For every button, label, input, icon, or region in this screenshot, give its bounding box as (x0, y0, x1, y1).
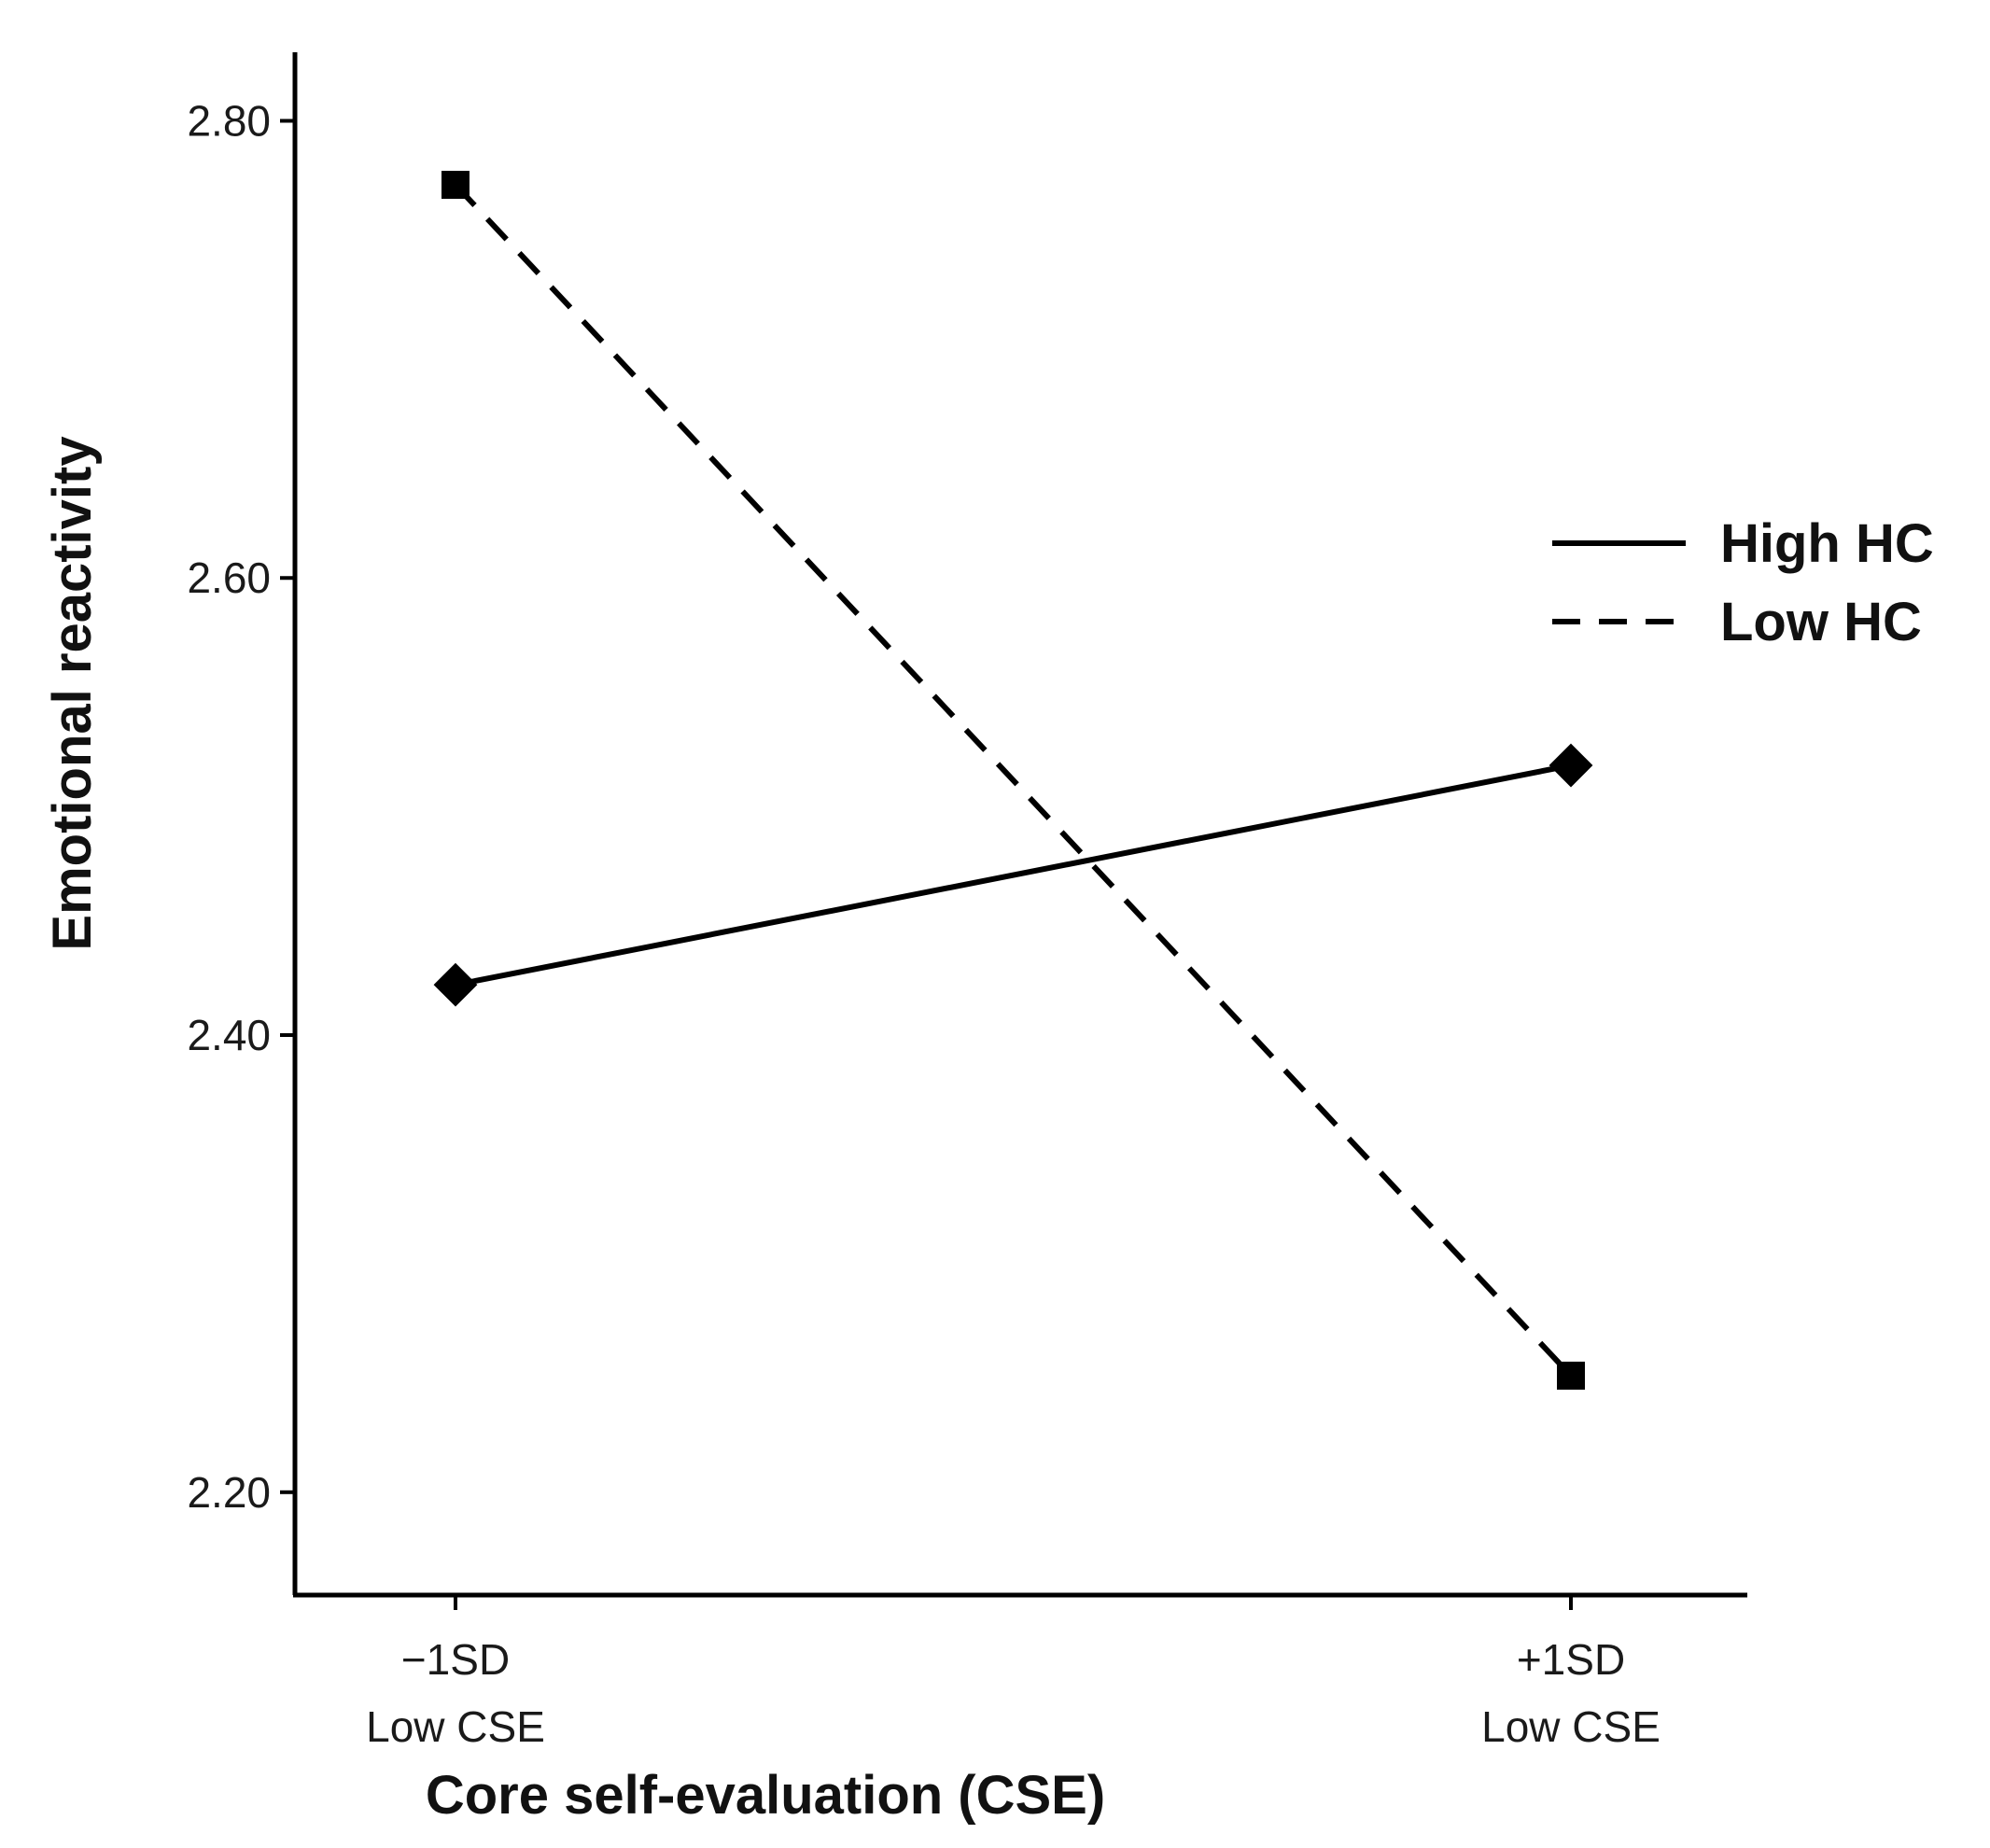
y-tick-label: 2.20 (187, 1468, 271, 1517)
series-line (453, 182, 1574, 1378)
series-high-hc (433, 743, 1593, 1007)
legend-label: Low HC (1720, 592, 1922, 652)
series-line (455, 763, 1572, 988)
y-tick-label: 2.60 (187, 553, 271, 602)
x-tick-sublabel: Low CSE (366, 1702, 545, 1751)
data-point-diamond (433, 962, 478, 1007)
y-axis-title: Emotional reactivity (42, 436, 103, 950)
series-low-hc (441, 171, 1585, 1390)
x-tick-sublabel: Low CSE (1481, 1702, 1661, 1751)
legend-label: High HC (1720, 513, 1934, 574)
x-axis-title: Core self-evaluation (CSE) (426, 1765, 1105, 1826)
series-layer (433, 171, 1593, 1390)
x-tick-label: +1SD (1517, 1635, 1625, 1684)
y-tick-label: 2.40 (187, 1011, 271, 1059)
y-axis-ticks: 2.20 2.40 2.60 2.80 (187, 96, 295, 1517)
axes (292, 52, 1747, 1598)
legend-item: Low HC (1552, 592, 1922, 652)
legend-item: High HC (1552, 513, 1934, 574)
data-point-square (441, 171, 469, 200)
y-tick-label: 2.80 (187, 96, 271, 145)
x-axis-ticks: −1SD Low CSE +1SD Low CSE (366, 1595, 1661, 1751)
data-point-diamond (1549, 743, 1593, 788)
data-point-square (1557, 1361, 1585, 1390)
legend: High HC Low HC (1552, 513, 1934, 652)
x-tick-label: −1SD (401, 1635, 510, 1684)
